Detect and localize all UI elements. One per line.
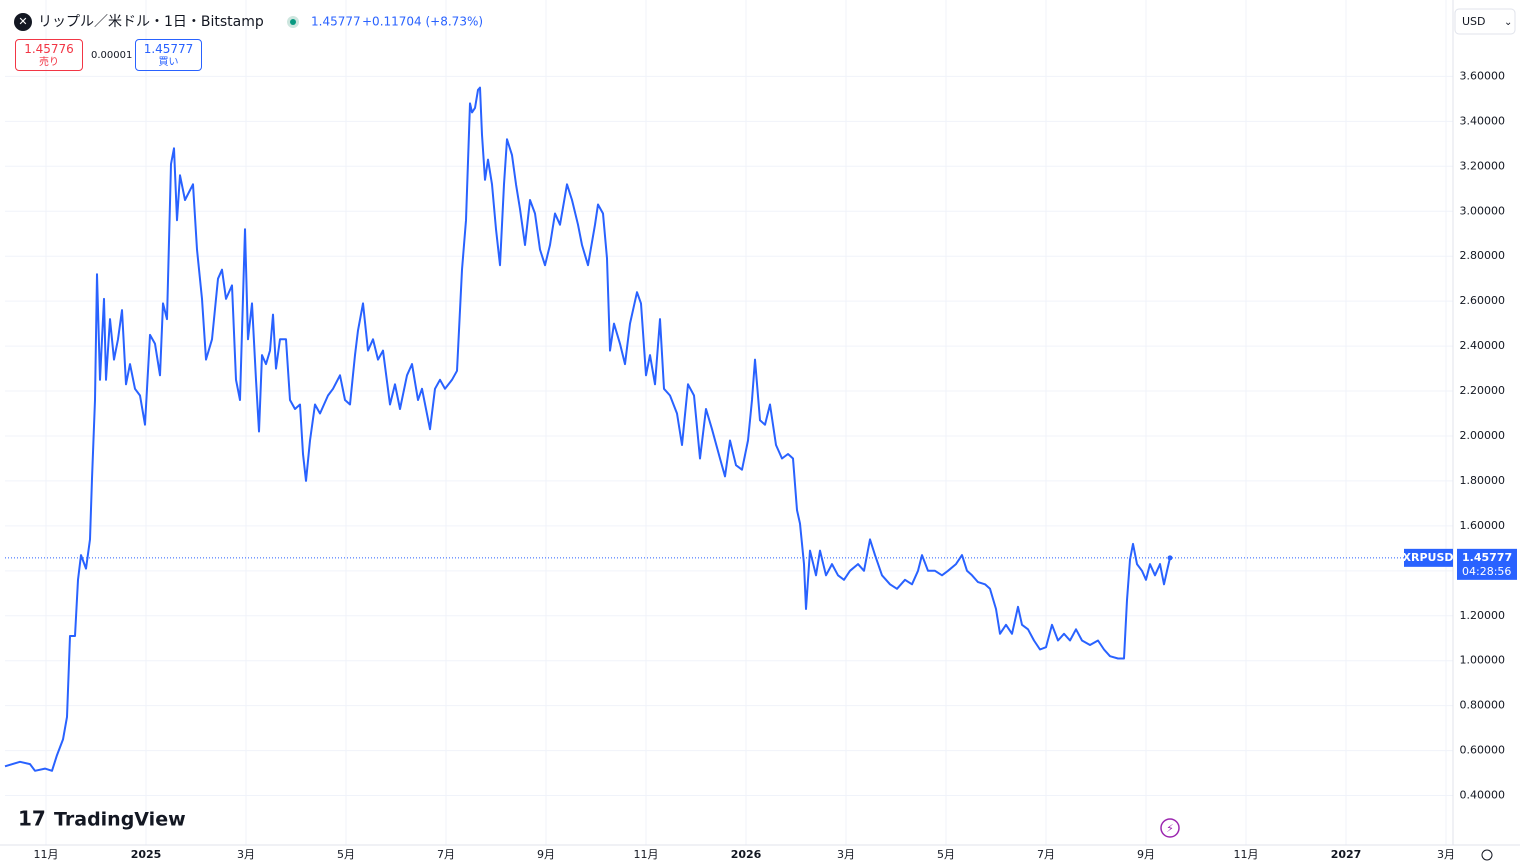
x-tick-label: 9月 (1137, 848, 1155, 861)
x-tick-label: 7月 (437, 848, 455, 861)
price-tag-value: 1.45777 (1462, 551, 1512, 564)
currency-select[interactable] (1454, 8, 1516, 35)
x-tick-label: 9月 (537, 848, 555, 861)
sell-price: 1.45776 (24, 42, 74, 56)
y-tick-label: 3.20000 (1460, 159, 1506, 172)
logo-mark: 17 (18, 807, 46, 831)
y-tick-label: 1.00000 (1460, 654, 1506, 667)
symbol-icon-glyph: ✕ (18, 15, 27, 28)
x-tick-label: 3月 (237, 848, 255, 861)
x-tick-label: 3月 (837, 848, 855, 861)
y-tick-label: 1.80000 (1460, 474, 1506, 487)
buy-price: 1.45777 (143, 42, 194, 56)
y-tick-label: 2.60000 (1460, 294, 1506, 307)
logo: TradingView (54, 809, 186, 831)
y-tick-label: 1.60000 (1460, 519, 1506, 532)
x-tick-label: 3月 (1437, 848, 1455, 861)
x-tick-label: 2025 (131, 848, 162, 861)
status-dot (290, 19, 296, 25)
last-price: 1.45777 (311, 15, 361, 29)
ticker-tag (1404, 548, 1453, 567)
price-change: +0.11704 (+8.73%) (362, 15, 483, 29)
settings-icon[interactable] (1481, 849, 1493, 861)
y-tick-label: 3.40000 (1460, 114, 1506, 127)
y-tick-label: 0.80000 (1460, 699, 1506, 712)
y-tick-label: 2.80000 (1460, 249, 1506, 262)
y-tick-label: 1.20000 (1460, 609, 1506, 622)
y-tick-label: 0.40000 (1460, 789, 1506, 802)
symbol-icon (14, 13, 32, 31)
y-tick-label: 2.40000 (1460, 339, 1506, 352)
currency[interactable]: USD (1462, 15, 1486, 28)
x-tick-label: 11月 (1234, 848, 1259, 861)
alert-icon-glyph[interactable]: ⚡ (1166, 822, 1174, 835)
ticker: XRPUSD (1403, 551, 1454, 564)
x-tick-label: 2026 (731, 848, 762, 861)
sell-label: 売り (39, 57, 59, 68)
y-tick-label: 3.60000 (1460, 69, 1506, 82)
x-tick-label: 5月 (337, 848, 355, 861)
countdown: 04:28:56 (1462, 565, 1511, 578)
x-tick-label: 7月 (1037, 848, 1055, 861)
y-tick-label: 3.00000 (1460, 204, 1506, 217)
spread: 0.00001 (91, 50, 132, 61)
x-tick-label: 5月 (937, 848, 955, 861)
sell-button[interactable]: 1.45776 売り (15, 39, 83, 71)
x-tick-label: 2027 (1331, 848, 1362, 861)
x-tick-label: 11月 (634, 848, 659, 861)
y-tick-label: 2.00000 (1460, 429, 1506, 442)
x-tick-label: 11月 (34, 848, 59, 861)
y-tick-label: 2.20000 (1460, 384, 1506, 397)
dropdown-icon[interactable]: ⌄ (1504, 17, 1512, 28)
buy-button[interactable]: 1.45777 買い (135, 39, 202, 71)
buy-label: 買い (158, 57, 179, 68)
y-tick-label: 0.60000 (1460, 744, 1506, 757)
alert-icon[interactable] (1160, 818, 1180, 838)
price-tag (1457, 548, 1517, 580)
symbol-title: リップル／米ドル・1日・Bitstamp (38, 14, 264, 30)
